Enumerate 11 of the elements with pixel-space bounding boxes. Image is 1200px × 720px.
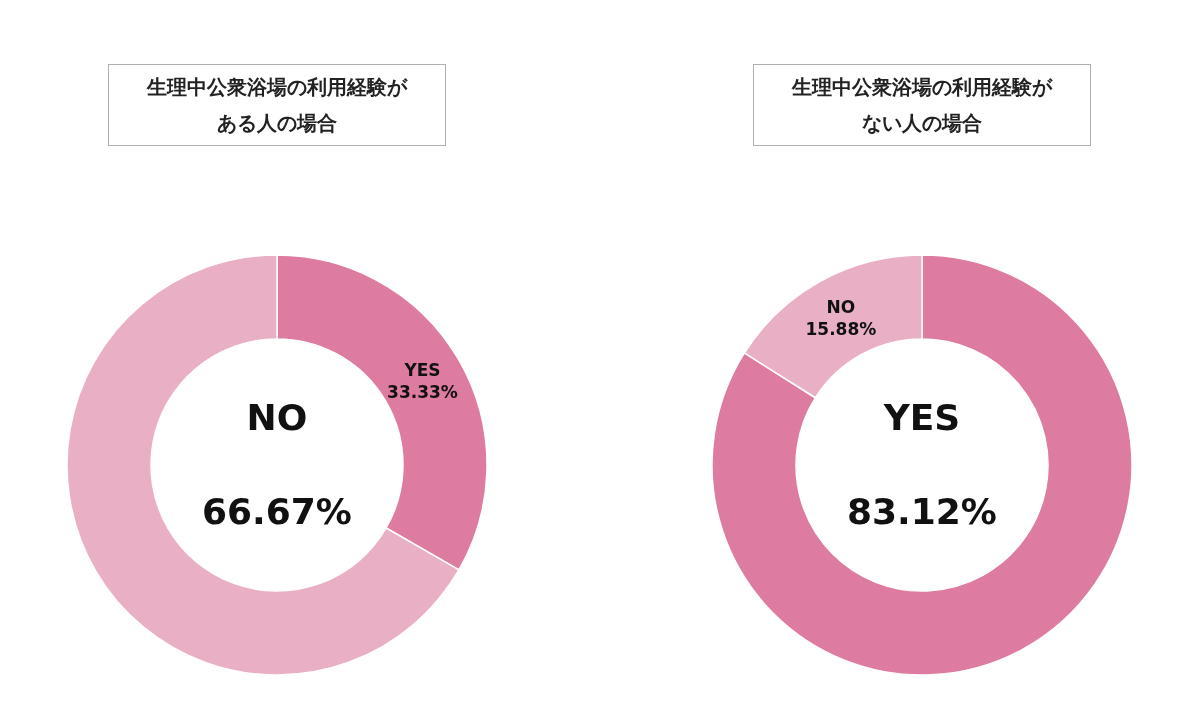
slice-label: YES (882, 397, 961, 438)
data-label: 66.67% (202, 490, 352, 532)
data-label: 15.88% (805, 318, 877, 339)
data-label: 83.12% (847, 490, 997, 532)
chart-title: 生理中公衆浴場の利用経験がない人の場合 (791, 74, 1053, 137)
slice-label: NO (246, 397, 308, 438)
chart-title: 生理中公衆浴場の利用経験がある人の場合 (146, 74, 408, 137)
slice-label: NO (826, 296, 856, 317)
donut-slice (711, 254, 1133, 676)
data-label: 33.33% (387, 382, 458, 403)
slice-label: YES (403, 359, 441, 380)
